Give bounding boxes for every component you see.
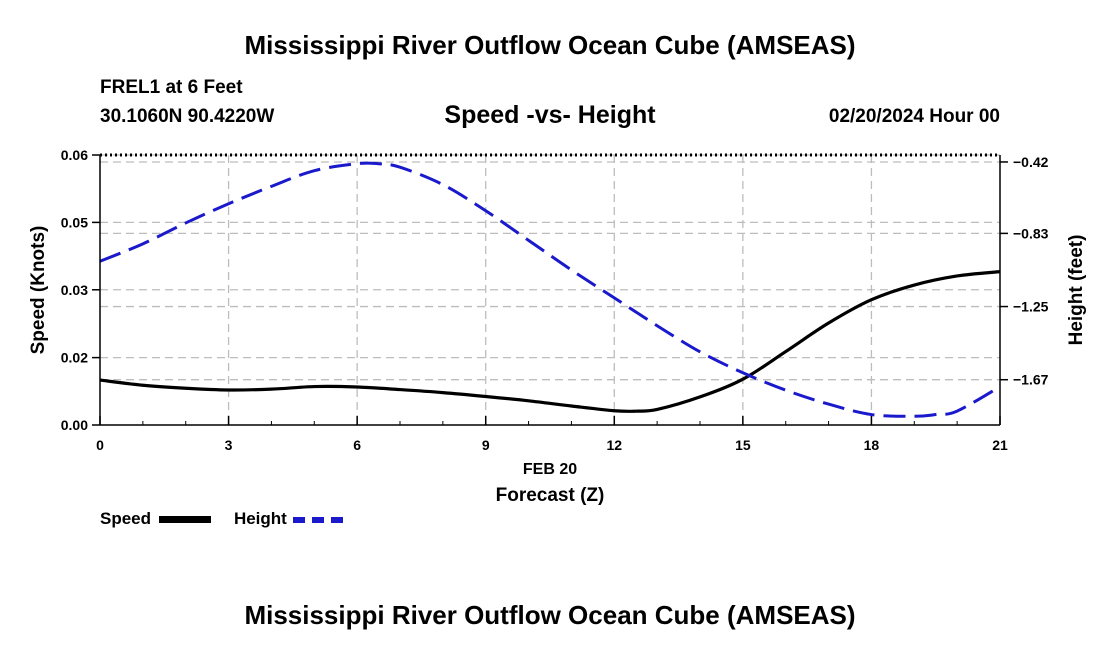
axes bbox=[92, 153, 1008, 426]
legend-label-height: Height bbox=[233, 509, 287, 528]
x-tick-label-18: 18 bbox=[864, 437, 880, 453]
x-tick-label-3: 3 bbox=[225, 437, 233, 453]
series-line-speed bbox=[99, 270, 1001, 413]
y-left-tick-label-1: 0.02 bbox=[61, 350, 88, 366]
coordinates-label: 30.1060N 90.4220W bbox=[100, 106, 275, 127]
x-tick-label-0: 0 bbox=[96, 437, 104, 453]
y-right-tick-label-3: −1.67 bbox=[1013, 372, 1049, 388]
series-lines bbox=[99, 161, 1001, 418]
footer-title: Mississippi River Outflow Ocean Cube (AM… bbox=[244, 600, 856, 630]
y-left-tick-label-3: 0.05 bbox=[61, 214, 88, 230]
legend-swatch-height bbox=[293, 516, 344, 523]
x-tick-label-6: 6 bbox=[353, 437, 361, 453]
chart-subtitle: Speed -vs- Height bbox=[444, 101, 656, 129]
x-date-label: FEB 20 bbox=[523, 461, 577, 478]
x-tick-label-9: 9 bbox=[482, 437, 490, 453]
station-label: FREL1 at 6 Feet bbox=[100, 77, 243, 98]
y-right-tick-label-2: −1.25 bbox=[1013, 299, 1049, 315]
y-left-tick-label-4: 0.06 bbox=[61, 147, 88, 163]
x-tick-label-21: 21 bbox=[992, 437, 1008, 453]
speed-height-chart: 0 3 6 9 12 15 18 21 0.00 0.02 0.03 0.05 0.06 −0.42 −0.… bbox=[28, 147, 1087, 506]
x-tick-label-12: 12 bbox=[606, 437, 622, 453]
y-right-tick-label-1: −0.83 bbox=[1013, 225, 1049, 241]
y-left-tick-label-0: 0.00 bbox=[61, 417, 88, 433]
chart-title: Mississippi River Outflow Ocean Cube (AM… bbox=[244, 30, 856, 60]
axis-labels: 0 3 6 9 12 15 18 21 0.00 0.02 0.03 0.05 0.06 −0.42 −0.… bbox=[28, 147, 1087, 506]
legend: Speed Height bbox=[100, 509, 344, 529]
y-left-tick-label-2: 0.03 bbox=[61, 282, 88, 298]
x-tick-label-15: 15 bbox=[735, 437, 751, 453]
x-axis-title: Forecast (Z) bbox=[496, 485, 605, 506]
y-right-axis-title: Height (feet) bbox=[1066, 235, 1087, 346]
y-left-axis-title: Speed (Knots) bbox=[28, 226, 49, 355]
grid-lines bbox=[100, 154, 1000, 425]
forecast-datetime: 02/20/2024 Hour 00 bbox=[828, 106, 1000, 127]
y-right-tick-label-0: −0.42 bbox=[1013, 154, 1049, 170]
legend-swatch-speed bbox=[159, 516, 212, 524]
legend-label-speed: Speed bbox=[100, 509, 152, 528]
